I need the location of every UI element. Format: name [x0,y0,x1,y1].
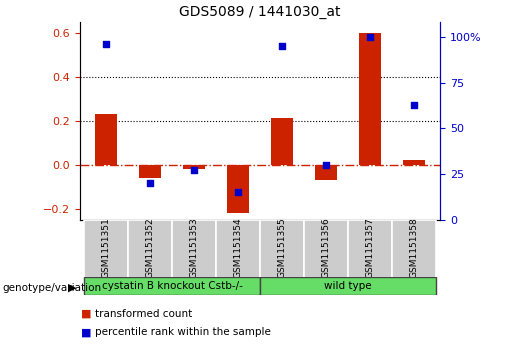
Point [102,41,110,47]
Point [234,189,242,195]
Text: wild type: wild type [324,281,372,291]
Bar [84,220,128,278]
Text: genotype/variation: genotype/variation [3,283,101,293]
Bar [260,277,436,295]
Text: GSM1151356: GSM1151356 [321,217,331,278]
Text: GSM1151355: GSM1151355 [278,217,286,278]
Text: ■: ■ [81,327,92,337]
Bar [359,33,381,165]
Point [322,162,330,168]
Text: ▶: ▶ [68,283,77,293]
Bar [84,277,260,295]
Text: GSM1151357: GSM1151357 [366,217,374,278]
Bar [172,220,216,278]
Text: percentile rank within the sample: percentile rank within the sample [95,327,271,337]
Text: ■: ■ [81,309,92,319]
Point [410,102,418,107]
Bar [271,118,293,165]
Bar [315,165,337,180]
Title: GDS5089 / 1441030_at: GDS5089 / 1441030_at [179,5,341,19]
Point [146,180,154,186]
Bar [392,220,436,278]
Text: cystatin B knockout Cstb-/-: cystatin B knockout Cstb-/- [101,281,243,291]
Bar [183,165,205,169]
Text: GSM1151351: GSM1151351 [101,217,111,278]
Bar [128,220,172,278]
Bar [95,114,117,165]
Text: transformed count: transformed count [95,309,193,319]
Bar [260,220,304,278]
Bar [227,165,249,213]
Bar [403,160,425,165]
Text: GSM1151354: GSM1151354 [234,217,243,278]
Point [366,34,374,40]
Bar [348,220,392,278]
Bar [139,165,161,178]
Text: GSM1151352: GSM1151352 [146,217,154,278]
Text: GSM1151353: GSM1151353 [190,217,199,278]
Text: GSM1151358: GSM1151358 [409,217,419,278]
Point [190,167,198,173]
Bar [216,220,260,278]
Point [278,43,286,49]
Bar [304,220,348,278]
